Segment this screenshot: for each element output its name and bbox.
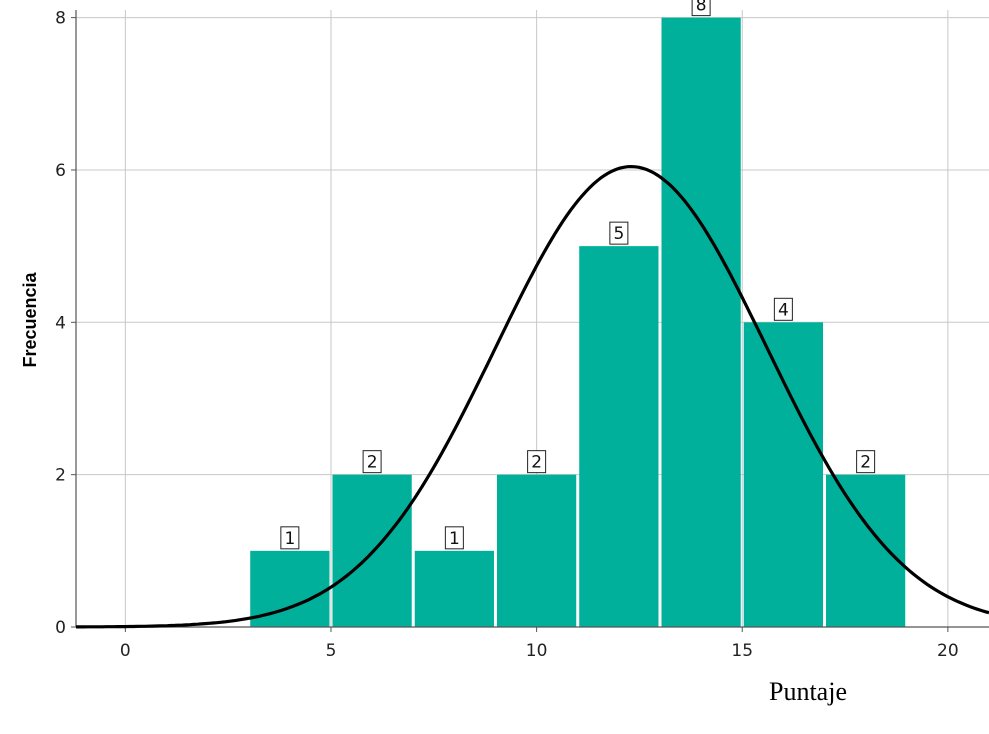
data-label: 2	[860, 453, 871, 473]
x-tick-label: 5	[326, 641, 337, 661]
data-label-box	[444, 526, 464, 550]
data-label: 1	[284, 529, 295, 549]
normal-curve	[76, 164, 989, 629]
data-labels: 1 2 1 2 5 8 4 2	[280, 0, 876, 550]
data-label: 2	[367, 453, 378, 473]
data-label-box	[691, 0, 711, 17]
y-tick-label: 4	[55, 313, 66, 333]
x-tick-label: 20	[937, 641, 959, 661]
x-tick-label: 10	[526, 641, 548, 661]
data-label-box	[527, 450, 547, 474]
histogram-bar	[414, 550, 494, 627]
histogram-bar	[743, 322, 823, 627]
data-label: 5	[613, 224, 624, 244]
histogram-bar	[579, 246, 659, 627]
data-label: 8	[696, 0, 707, 16]
bars	[250, 17, 906, 627]
histogram-bar	[496, 474, 577, 627]
data-label: 2	[531, 453, 542, 473]
y-axis-label: Frecuencia	[20, 271, 40, 367]
y-tick-label: 0	[55, 618, 66, 638]
axes	[71, 10, 989, 632]
x-tick-label: 15	[731, 641, 753, 661]
data-label-box	[609, 221, 629, 245]
data-label-box	[280, 526, 300, 550]
data-label: 4	[778, 300, 789, 320]
x-tick-label: 0	[120, 641, 131, 661]
y-tick-label: 6	[55, 161, 66, 181]
normal-curve-layer	[76, 164, 989, 629]
data-label: 1	[449, 529, 460, 549]
histogram-bar	[825, 474, 906, 627]
data-label-box	[773, 297, 793, 321]
y-tick-label: 8	[55, 9, 66, 29]
data-label-box	[362, 450, 382, 474]
histogram-bar	[661, 17, 741, 627]
y-tick-label: 2	[55, 466, 66, 486]
data-label-box	[856, 450, 876, 474]
x-axis-label: Puntaje	[769, 677, 847, 706]
